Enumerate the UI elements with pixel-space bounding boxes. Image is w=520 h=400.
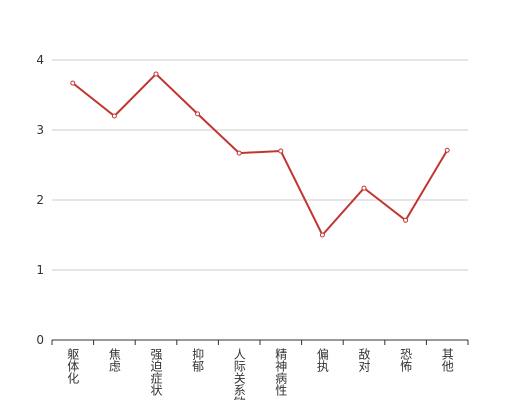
x-tick-label: 敌对	[357, 347, 371, 372]
point	[278, 148, 284, 154]
point	[403, 217, 409, 223]
point	[70, 80, 76, 86]
x-tick-label: 偏执	[315, 347, 329, 373]
x-tick-label: 人际关系敏感	[232, 348, 246, 400]
y-tick-label: 3	[36, 123, 44, 137]
x-tick-label: 焦虑	[107, 348, 121, 372]
point	[319, 232, 325, 238]
x-tick-label: 强迫症状	[149, 348, 163, 396]
line	[72, 72, 449, 237]
point	[111, 113, 117, 119]
y-tick-label: 4	[36, 53, 44, 67]
x-tick-label: 躯体化	[66, 347, 80, 385]
y-tick-label: 2	[36, 193, 44, 207]
point	[236, 150, 242, 156]
point	[444, 147, 450, 153]
x-tick-label: 精神病性	[274, 348, 288, 397]
point	[153, 71, 159, 77]
y-tick-label: 1	[36, 263, 44, 277]
x-tick-label: 恐怖	[399, 348, 413, 372]
point	[361, 185, 367, 191]
y-tick-label: 0	[36, 333, 44, 347]
point	[195, 111, 201, 117]
x-tick-label: 抑郁	[191, 347, 205, 373]
x-tick-label: 其他	[440, 348, 454, 372]
